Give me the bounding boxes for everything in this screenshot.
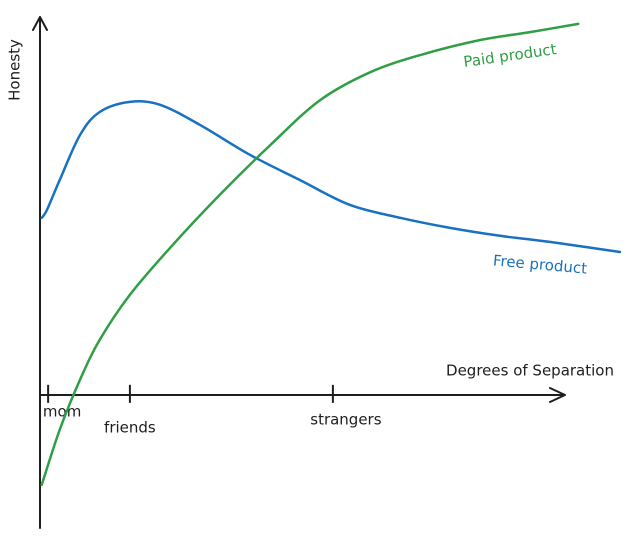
legend-label: Free product [492, 251, 588, 277]
x-tick-label: strangers [310, 410, 381, 428]
line [40, 100, 622, 254]
y-axis [32, 16, 48, 529]
legend-label: Paid product [462, 40, 557, 71]
x-axis-label: Degrees of Separation [446, 362, 614, 380]
y-axis-label: Honesty [6, 39, 24, 101]
x-tick-label: mom [43, 402, 81, 420]
line [40, 22, 580, 487]
x-axis [39, 387, 566, 403]
x-tick-label: friends [104, 418, 156, 436]
